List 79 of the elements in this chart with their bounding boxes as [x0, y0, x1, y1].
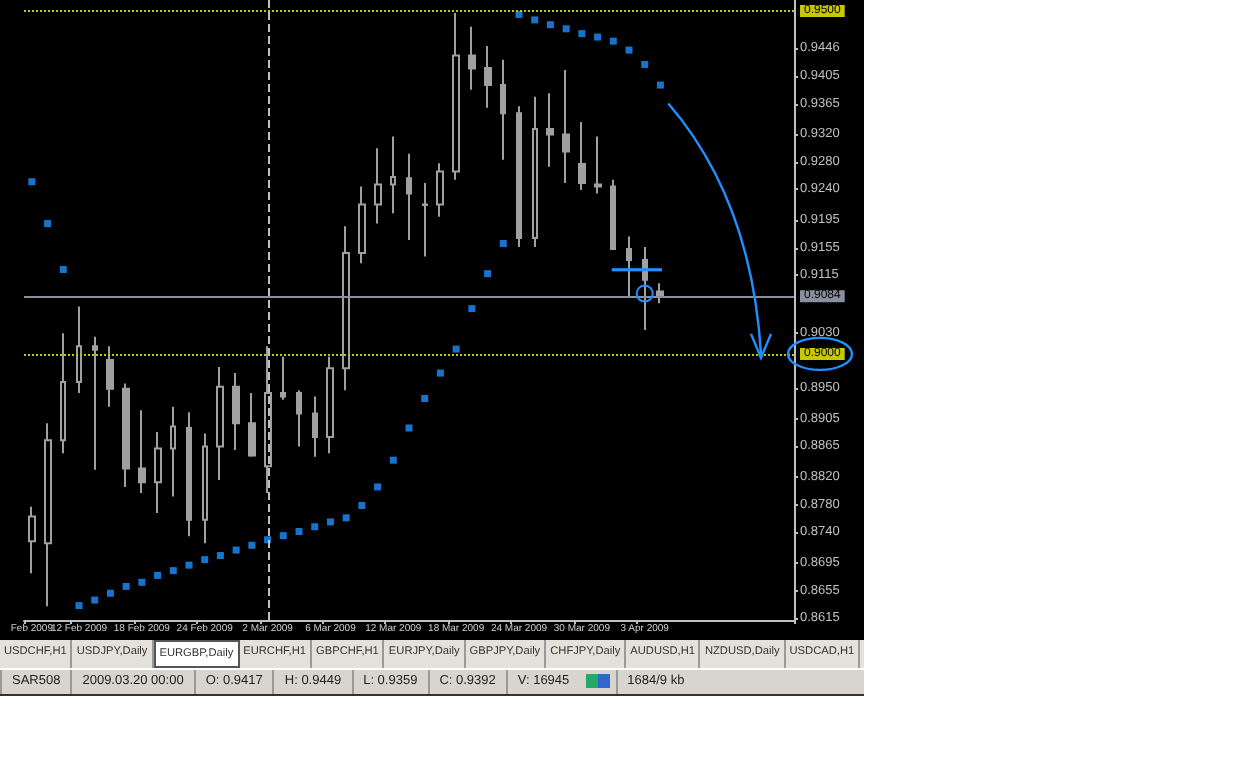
- candlestick: [468, 25, 476, 91]
- point: [106, 589, 114, 597]
- candlestick: [484, 44, 492, 109]
- candlestick: [170, 405, 176, 498]
- candlestick: [326, 355, 334, 455]
- point: [342, 514, 350, 522]
- point: [499, 239, 507, 247]
- candlestick: [578, 121, 586, 191]
- candlestick: [562, 68, 570, 185]
- candlestick: [422, 182, 428, 258]
- candlestick: [186, 411, 192, 538]
- candlestick: [516, 105, 522, 248]
- candlestick: [44, 422, 52, 608]
- point: [326, 518, 334, 526]
- candlestick: [76, 305, 82, 394]
- point: [546, 21, 554, 29]
- point: [248, 541, 256, 549]
- candlestick: [216, 365, 224, 482]
- point: [75, 602, 83, 610]
- point: [232, 546, 240, 554]
- point: [59, 266, 67, 274]
- point: [531, 16, 539, 24]
- point: [594, 33, 602, 41]
- point: [436, 369, 444, 377]
- candlestick: [500, 58, 506, 161]
- point: [311, 523, 319, 531]
- point: [405, 424, 413, 432]
- point: [154, 571, 162, 579]
- candlestick: [28, 505, 36, 575]
- point: [578, 30, 586, 38]
- point: [562, 25, 570, 33]
- candlestick: [610, 178, 616, 251]
- candlestick: [138, 409, 146, 495]
- point: [609, 37, 617, 45]
- candlestick: [106, 345, 114, 408]
- point: [452, 345, 460, 353]
- candlestick: [656, 282, 664, 305]
- point: [656, 81, 664, 89]
- candlestick: [546, 92, 554, 168]
- candlestick: [312, 395, 318, 458]
- candlestick: [406, 152, 412, 242]
- point: [91, 596, 99, 604]
- point: [641, 60, 649, 68]
- point: [216, 552, 224, 560]
- point: [374, 483, 382, 491]
- point: [625, 46, 633, 54]
- candlestick: [390, 135, 396, 215]
- candlestick: [60, 332, 66, 455]
- candlestick: [342, 225, 350, 392]
- point: [169, 567, 177, 575]
- candlestick: [532, 95, 538, 248]
- candlestick: [202, 432, 208, 545]
- point: [44, 220, 52, 228]
- candlestick: [296, 389, 302, 448]
- candlestick: [154, 431, 162, 515]
- candlestick: [232, 372, 240, 451]
- point: [358, 501, 366, 509]
- point: [484, 270, 492, 278]
- candlestick: [436, 162, 444, 218]
- point: [389, 456, 397, 464]
- point: [421, 394, 429, 402]
- candlestick: [280, 355, 286, 401]
- point: [515, 10, 523, 18]
- point: [28, 178, 36, 186]
- candlestick: [92, 335, 98, 471]
- candlestick: [452, 12, 460, 181]
- point: [185, 561, 193, 569]
- point: [468, 305, 476, 313]
- candlestick: [248, 391, 256, 458]
- point: [138, 578, 146, 586]
- candlestick: [358, 185, 366, 265]
- point: [279, 532, 287, 540]
- candlestick: [122, 382, 130, 488]
- candlestick: [374, 147, 382, 225]
- point: [122, 582, 130, 590]
- candlestick: [626, 235, 632, 298]
- point: [201, 556, 209, 564]
- candlestick: [594, 135, 602, 195]
- point: [295, 528, 303, 536]
